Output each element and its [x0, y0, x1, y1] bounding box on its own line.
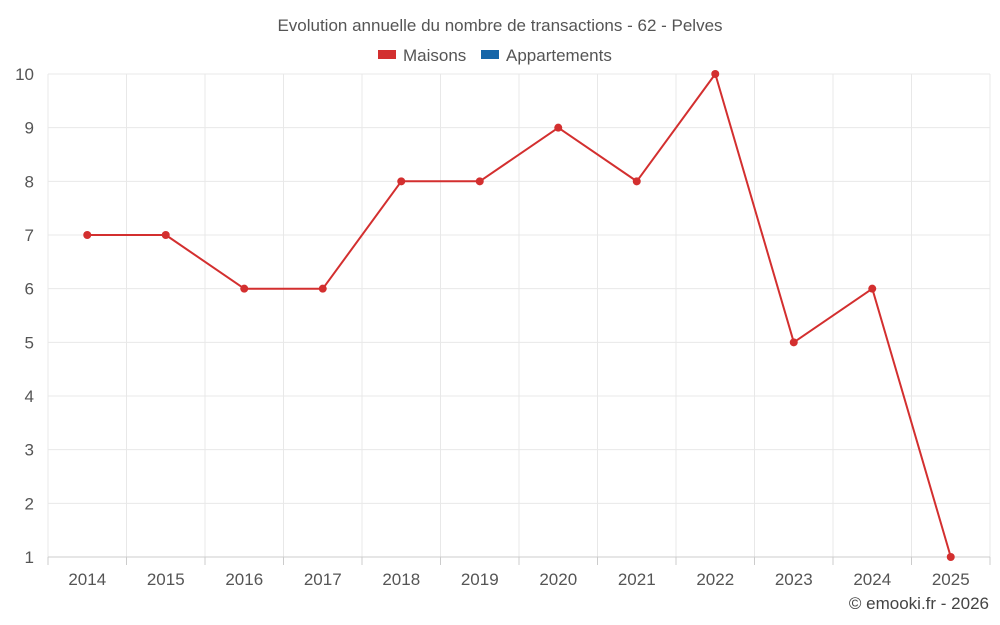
y-tick-label: 5 [25, 333, 34, 352]
data-point[interactable] [711, 70, 720, 78]
legend-swatch-maisons [378, 50, 396, 59]
data-point[interactable] [397, 177, 406, 186]
series-maisons [83, 70, 955, 561]
credit-text: © emooki.fr - 2026 [849, 594, 989, 613]
data-point[interactable] [789, 338, 798, 347]
x-tick-label: 2018 [382, 570, 420, 589]
data-point[interactable] [161, 231, 170, 239]
legend: Maisons Appartements [378, 46, 612, 65]
x-tick-label: 2017 [304, 570, 342, 589]
x-tick-label: 2024 [853, 570, 891, 589]
y-tick-labels: 1 2 3 4 5 6 7 8 9 10 [15, 65, 34, 567]
series-line-maisons [87, 73, 952, 558]
y-tick-label: 9 [25, 119, 34, 138]
legend-label-maisons: Maisons [403, 46, 466, 65]
y-tick-label: 3 [25, 441, 34, 460]
x-tick-label: 2021 [618, 570, 656, 589]
data-point[interactable] [83, 231, 92, 239]
data-point[interactable] [946, 553, 955, 561]
y-tick-label: 8 [25, 172, 34, 191]
x-tick-label: 2016 [225, 570, 263, 589]
x-tick-label: 2014 [68, 570, 106, 589]
x-tick-label: 2023 [775, 570, 813, 589]
legend-item-appartements[interactable]: Appartements [481, 46, 612, 65]
x-tick-label: 2015 [147, 570, 185, 589]
legend-item-maisons[interactable]: Maisons [378, 46, 466, 65]
x-tick-label: 2025 [932, 570, 970, 589]
x-tick-label: 2019 [461, 570, 499, 589]
data-point[interactable] [632, 177, 641, 186]
x-tick-label: 2020 [539, 570, 577, 589]
axes [47, 556, 991, 565]
grid [47, 73, 991, 557]
y-tick-label: 2 [25, 494, 34, 513]
data-point[interactable] [554, 123, 563, 132]
x-tick-labels: 2014 2015 2016 2017 2018 2019 2020 2021 2022 2023… [68, 570, 969, 589]
y-tick-label: 10 [15, 65, 34, 84]
legend-label-appartements: Appartements [506, 46, 612, 65]
y-tick-label: 1 [25, 548, 34, 567]
data-point[interactable] [475, 177, 484, 186]
y-tick-label: 7 [25, 226, 34, 245]
data-point[interactable] [240, 284, 249, 293]
data-point[interactable] [318, 284, 327, 293]
chart-title: Evolution annuelle du nombre de transact… [277, 16, 722, 35]
x-tick-label: 2022 [696, 570, 734, 589]
y-tick-label: 6 [25, 280, 34, 299]
data-point[interactable] [868, 284, 877, 293]
legend-swatch-appartements [481, 50, 499, 59]
y-tick-label: 4 [25, 387, 34, 406]
